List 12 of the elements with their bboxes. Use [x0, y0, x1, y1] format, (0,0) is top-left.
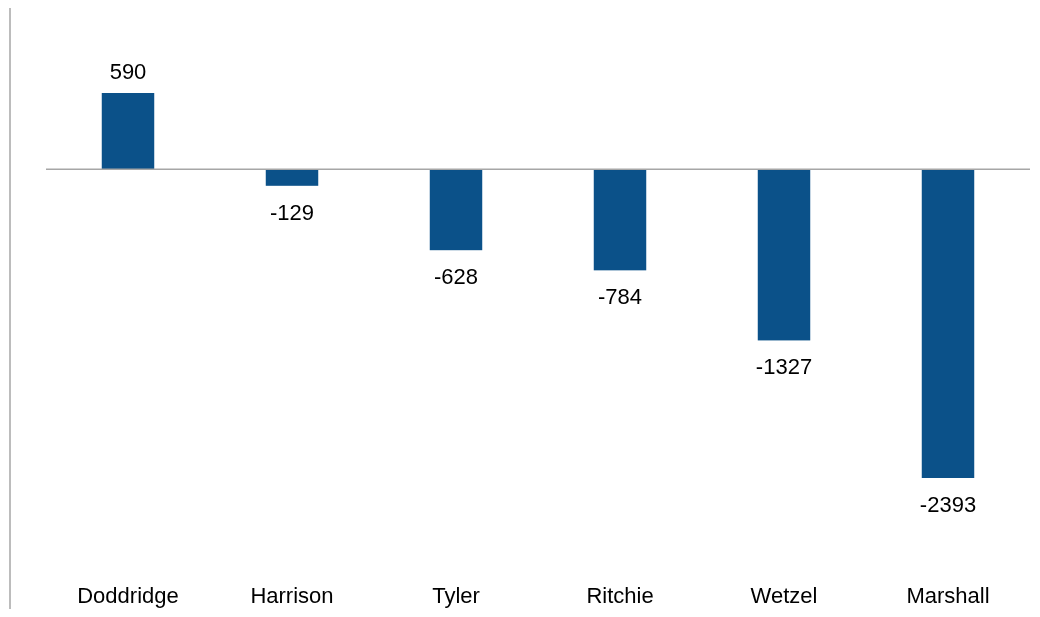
x-tick-label: Ritchie — [586, 583, 654, 608]
data-label: -2393 — [919, 492, 977, 517]
x-tick-label: Harrison — [250, 583, 334, 608]
data-label: 590 — [109, 59, 147, 84]
x-tick-label: Doddridge — [77, 583, 179, 608]
x-tick-label: Marshall — [906, 583, 990, 608]
x-tick-label: Wetzel — [750, 583, 818, 608]
data-label: -129 — [269, 199, 315, 225]
data-label: -628 — [433, 264, 479, 290]
x-tick-label: Tyler — [432, 583, 480, 608]
data-label: -784 — [597, 284, 643, 310]
data-label: -1327 — [755, 354, 813, 380]
